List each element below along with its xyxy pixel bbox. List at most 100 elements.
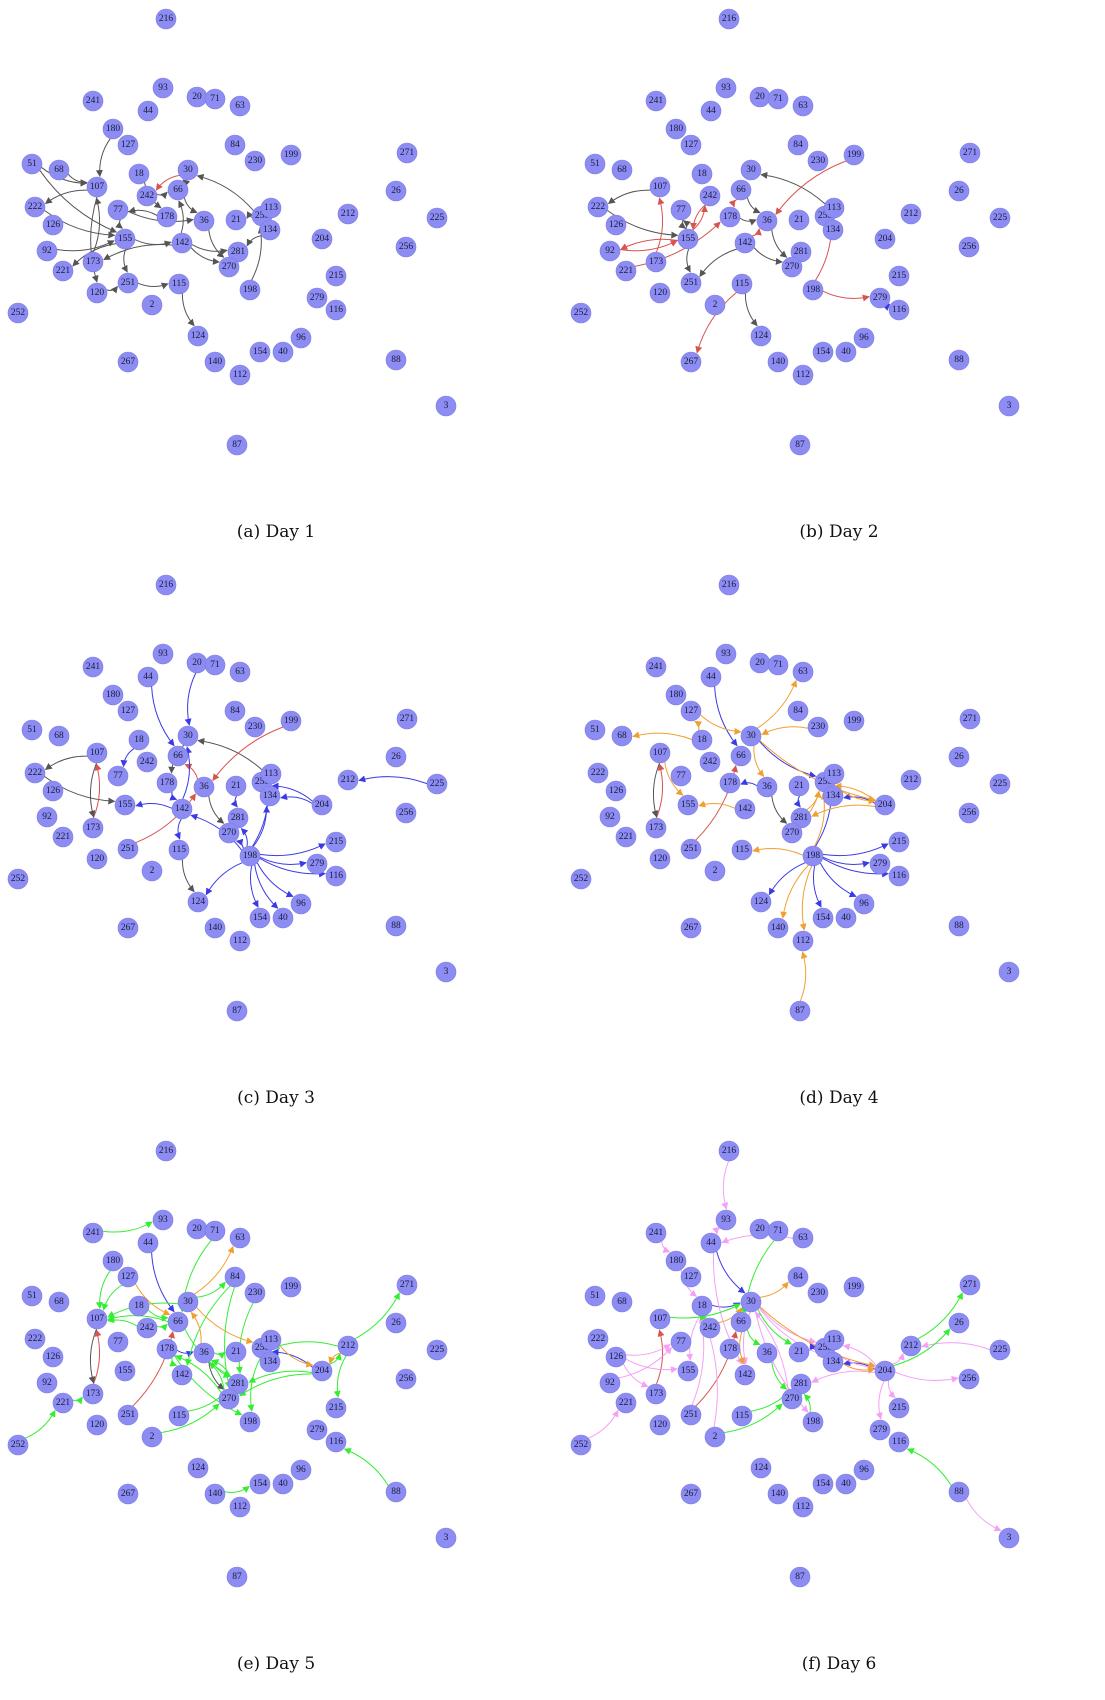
edge-18-155 xyxy=(686,1315,701,1361)
node-36: 36 xyxy=(756,210,778,232)
node-label: 256 xyxy=(962,1374,977,1384)
node-216: 216 xyxy=(718,574,740,596)
node-label: 258 xyxy=(818,211,833,221)
edge-258-21 xyxy=(246,211,254,219)
node-124: 124 xyxy=(750,1457,772,1479)
node-circle xyxy=(680,134,702,156)
node-label: 242 xyxy=(703,1323,718,1333)
node-label: 3 xyxy=(1007,967,1012,977)
node-36: 36 xyxy=(193,776,215,798)
edge-173-107 xyxy=(93,763,102,819)
node-113: 113 xyxy=(260,197,282,219)
edge-178-198 xyxy=(174,1355,243,1416)
node-116: 116 xyxy=(888,299,910,321)
node-label: 66 xyxy=(173,751,183,761)
node-87: 87 xyxy=(789,1000,811,1022)
node-30: 30 xyxy=(177,1291,199,1313)
node-140: 140 xyxy=(767,351,789,373)
edge-204-256 xyxy=(894,1371,959,1383)
node-label: 222 xyxy=(28,202,43,212)
node-221: 221 xyxy=(615,1392,637,1414)
edge-18-68 xyxy=(632,731,693,740)
node-circle xyxy=(734,1364,756,1386)
node-216: 216 xyxy=(155,574,177,596)
node-circle xyxy=(52,826,74,848)
node-circle xyxy=(645,1222,667,1244)
node-circle xyxy=(853,327,875,349)
node-label: 66 xyxy=(736,1317,746,1327)
node-40: 40 xyxy=(272,907,294,929)
node-circle xyxy=(789,1000,811,1022)
node-279: 279 xyxy=(869,853,891,875)
node-270: 270 xyxy=(218,1388,240,1410)
edge-198-96 xyxy=(819,862,857,898)
node-77: 77 xyxy=(670,199,692,221)
node-label: 279 xyxy=(310,1425,325,1435)
node-225: 225 xyxy=(426,773,448,795)
edge-222-155 xyxy=(44,209,116,239)
node-88: 88 xyxy=(385,915,407,937)
node-circle xyxy=(435,1527,457,1549)
node-label: 140 xyxy=(208,357,223,367)
node-124: 124 xyxy=(187,325,209,347)
node-77: 77 xyxy=(107,765,129,787)
node-circle xyxy=(260,197,282,219)
node-252: 252 xyxy=(570,302,592,324)
node-circle xyxy=(102,684,124,706)
node-circle xyxy=(137,1232,159,1254)
edge-173-107 xyxy=(656,197,665,253)
node-label: 221 xyxy=(619,1398,634,1408)
edge-198-142 xyxy=(190,813,243,851)
node-134: 134 xyxy=(259,785,281,807)
node-label: 256 xyxy=(962,242,977,252)
node-label: 252 xyxy=(11,874,26,884)
node-label: 270 xyxy=(785,262,800,272)
node-label: 71 xyxy=(210,1226,220,1236)
node-label: 113 xyxy=(827,203,841,213)
node-113: 113 xyxy=(823,1329,845,1351)
node-251: 251 xyxy=(680,838,702,860)
node-281: 281 xyxy=(227,241,249,263)
node-68: 68 xyxy=(611,1291,633,1313)
edge-21-281 xyxy=(793,795,801,808)
node-label: 173 xyxy=(86,1389,101,1399)
edge-84-270 xyxy=(224,1286,235,1389)
edge-115-267 xyxy=(695,292,737,354)
node-label: 96 xyxy=(859,1465,869,1475)
node-circle xyxy=(385,746,407,768)
node-label: 36 xyxy=(199,1348,209,1358)
node-circle xyxy=(959,708,981,730)
edge-18-127 xyxy=(694,720,703,731)
node-circle xyxy=(888,865,910,887)
node-155: 155 xyxy=(114,794,136,816)
node-circle xyxy=(788,1341,810,1363)
node-215: 215 xyxy=(888,831,910,853)
node-circle xyxy=(204,1220,226,1242)
node-2: 2 xyxy=(141,294,163,316)
node-173: 173 xyxy=(645,1383,667,1405)
node-label: 44 xyxy=(143,106,153,116)
node-40: 40 xyxy=(835,907,857,929)
node-96: 96 xyxy=(853,1459,875,1481)
node-label: 116 xyxy=(329,1437,343,1447)
node-circle xyxy=(36,1372,58,1394)
node-circle xyxy=(82,251,104,273)
node-256: 256 xyxy=(958,236,980,258)
node-124: 124 xyxy=(187,1457,209,1479)
node-label: 3 xyxy=(444,401,449,411)
node-label: 127 xyxy=(121,1272,136,1282)
edge-30-204 xyxy=(759,740,876,803)
node-142: 142 xyxy=(734,798,756,820)
node-label: 124 xyxy=(191,897,206,907)
edge-241-180 xyxy=(661,1241,671,1253)
node-circle xyxy=(86,848,108,870)
node-270: 270 xyxy=(218,256,240,278)
node-circle xyxy=(677,1360,699,1382)
node-circle xyxy=(645,251,667,273)
node-label: 36 xyxy=(199,216,209,226)
node-circle xyxy=(734,798,756,820)
node-242: 242 xyxy=(699,751,721,773)
node-label: 96 xyxy=(296,899,306,909)
node-label: 204 xyxy=(315,234,330,244)
